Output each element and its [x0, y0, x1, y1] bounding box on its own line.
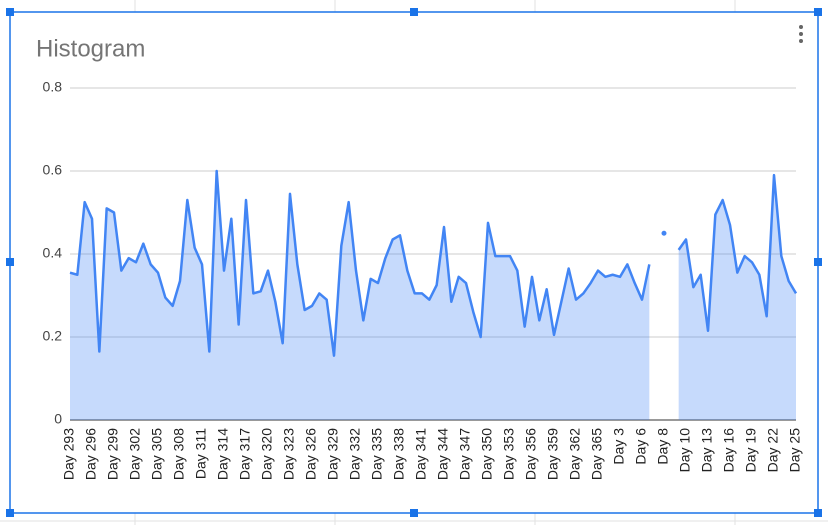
x-tick-label: Day 332: [347, 428, 363, 480]
point: [661, 230, 667, 236]
x-tick-label: Day 326: [303, 428, 319, 480]
x-tick-label: Day 365: [589, 428, 605, 480]
x-tick-label: Day 10: [677, 428, 693, 473]
y-tick-label: 0.8: [43, 79, 63, 95]
x-tick-label: Day 6: [633, 428, 649, 465]
x-tick-label: Day 317: [237, 428, 253, 480]
x-tick-label: Day 8: [655, 428, 671, 465]
x-tick-label: Day 356: [523, 428, 539, 480]
x-tick-label: Day 344: [435, 428, 451, 480]
x-tick-label: Day 347: [457, 428, 473, 480]
x-tick-label: Day 350: [479, 428, 495, 480]
x-tick-label: Day 302: [127, 428, 143, 480]
x-tick-label: Day 16: [721, 428, 737, 473]
menu-button[interactable]: [799, 25, 803, 43]
x-tick-label: Day 359: [545, 428, 561, 480]
x-tick-label: Day 305: [149, 428, 165, 480]
x-tick-label: Day 329: [325, 428, 341, 480]
y-tick-label: 0.2: [43, 328, 63, 344]
chart-frame[interactable]: [9, 11, 819, 514]
area: [70, 171, 796, 420]
x-tick-label: Day 362: [567, 428, 583, 480]
line: [69, 169, 798, 357]
x-tick-label: Day 296: [83, 428, 99, 480]
x-tick-label: Day 338: [391, 428, 407, 480]
resize-handles[interactable]: [6, 8, 822, 517]
x-tick-label: Day 19: [743, 428, 759, 473]
x-tick-label: Day 308: [171, 428, 187, 480]
x-tick-label: Day 335: [369, 428, 385, 480]
x-tick-label: Day 341: [413, 428, 429, 480]
x-tick-label: Day 299: [105, 428, 121, 480]
x-tick-label: Day 22: [765, 428, 781, 473]
chart-title: Histogram: [36, 35, 145, 62]
x-tick-label: Day 3: [611, 428, 627, 465]
x-tick-label: Day 314: [215, 428, 231, 480]
x-tick-label: Day 353: [501, 428, 517, 480]
y-tick-label: 0: [54, 411, 62, 427]
x-tick-label: Day 320: [259, 428, 275, 480]
x-tick-label: Day 25: [787, 428, 803, 473]
x-tick-label: Day 293: [61, 428, 77, 480]
x-tick-label: Day 323: [281, 428, 297, 480]
x-tick-label: Day 13: [699, 428, 715, 473]
x-tick-label: Day 311: [193, 428, 209, 479]
y-tick-label: 0.4: [43, 245, 63, 261]
y-tick-label: 0.6: [43, 162, 63, 178]
